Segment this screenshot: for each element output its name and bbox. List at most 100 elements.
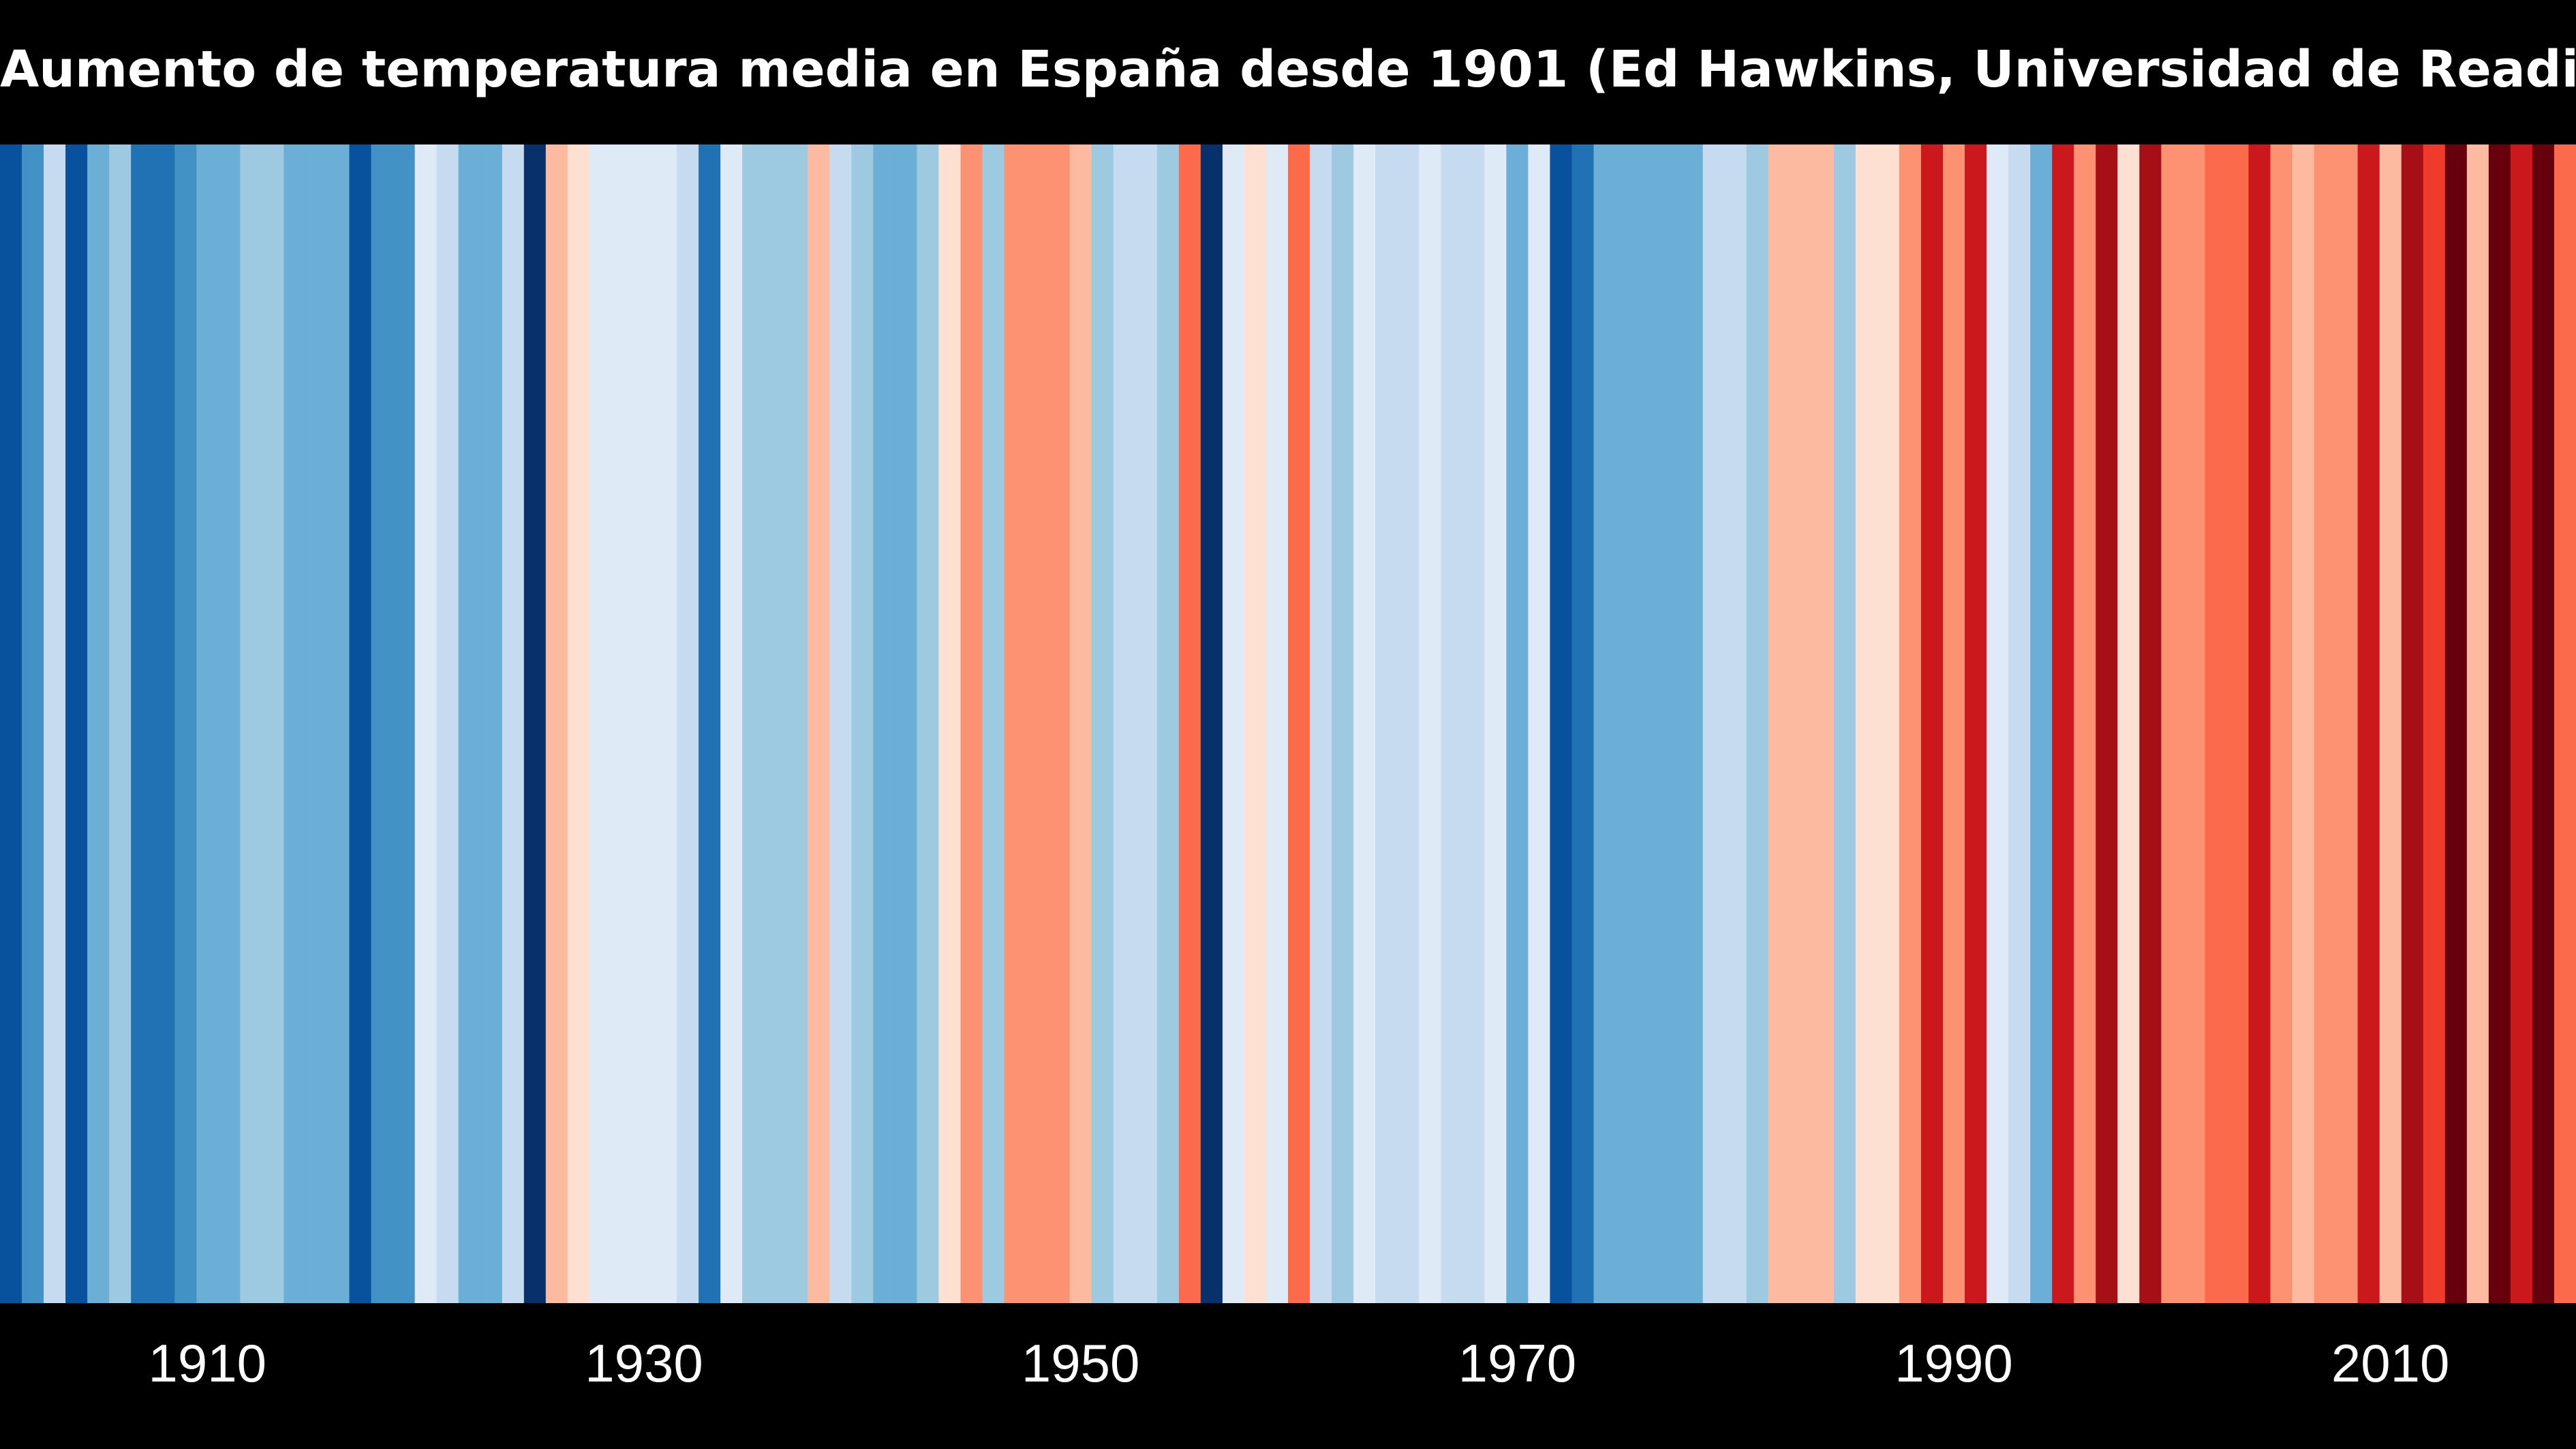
stripe-2006 [2292,144,2315,1303]
stripe-2008 [2335,144,2359,1303]
stripe-1903 [44,144,66,1303]
stripe-1968 [1462,144,1485,1303]
stripe-1941 [873,144,895,1303]
stripe-1993 [2008,144,2031,1303]
stripe-1975 [1615,144,1638,1303]
stripe-1973 [1571,144,1595,1303]
stripe-2009 [2357,144,2380,1303]
stripe-1977 [1659,144,1682,1303]
stripe-1954 [1156,144,1180,1303]
stripe-1907 [131,144,153,1303]
stripe-1920 [414,144,438,1303]
x-tick-label-1990: 1990 [1895,1333,2013,1393]
stripe-1972 [1550,144,1573,1303]
stripe-2013 [2444,144,2468,1303]
stripe-1996 [2074,144,2096,1303]
x-tick-label-1970: 1970 [1458,1333,1577,1393]
stripe-1931 [655,144,677,1303]
stripe-1944 [938,144,962,1303]
stripe-1981 [1746,144,1769,1303]
stripe-1937 [786,144,808,1303]
stripe-1947 [1004,144,1027,1303]
stripe-1991 [1965,144,1987,1303]
stripe-1974 [1593,144,1616,1303]
stripe-1990 [1943,144,1965,1303]
stripe-1992 [1987,144,2009,1303]
chart-title: Aumento de temperatura media en España d… [0,40,2576,99]
stripe-2007 [2314,144,2337,1303]
stripe-1966 [1419,144,1441,1303]
stripe-1971 [1528,144,1551,1303]
stripe-1988 [1899,144,1922,1303]
stripe-1948 [1026,144,1049,1303]
stripe-1955 [1178,144,1201,1303]
stripe-1933 [699,144,721,1303]
stripe-1915 [305,144,328,1303]
stripe-2018 [2554,144,2576,1303]
stripe-1916 [327,144,350,1303]
stripe-1950 [1069,144,1092,1303]
stripe-1913 [262,144,285,1303]
stripe-2016 [2510,144,2533,1303]
stripe-1945 [960,144,983,1303]
stripe-2000 [2161,144,2183,1303]
stripe-1908 [153,144,175,1303]
stripe-1912 [240,144,263,1303]
stripe-2014 [2466,144,2489,1303]
stripe-1914 [283,144,307,1303]
stripe-1956 [1200,144,1223,1303]
stripe-1940 [851,144,874,1303]
stripe-1934 [720,144,743,1303]
stripe-2011 [2401,144,2424,1303]
stripe-2004 [2248,144,2271,1303]
stripes-plot-area [0,144,2576,1303]
stripe-1942 [895,144,918,1303]
stripe-1998 [2117,144,2140,1303]
stripe-1951 [1091,144,1114,1303]
stripe-1935 [742,144,765,1303]
stripe-2012 [2423,144,2446,1303]
stripe-1923 [480,144,503,1303]
stripe-1946 [982,144,1005,1303]
stripe-1927 [567,144,590,1303]
stripe-2002 [2205,144,2228,1303]
stripe-1926 [545,144,568,1303]
x-tick-label-1930: 1930 [585,1333,703,1393]
stripe-1929 [611,144,634,1303]
stripe-1953 [1135,144,1158,1303]
stripe-1930 [632,144,656,1303]
stripe-2005 [2270,144,2293,1303]
stripe-1963 [1353,144,1376,1303]
stripe-1965 [1397,144,1420,1303]
stripe-1952 [1113,144,1136,1303]
stripe-1905 [87,144,110,1303]
stripe-1961 [1310,144,1332,1303]
stripe-1967 [1441,144,1463,1303]
stripe-1917 [349,144,372,1303]
stripe-1939 [829,144,852,1303]
stripe-1910 [196,144,219,1303]
stripe-1980 [1724,144,1747,1303]
stripe-1957 [1222,144,1245,1303]
stripe-2003 [2226,144,2250,1303]
stripe-1958 [1244,144,1267,1303]
stripe-2015 [2488,144,2511,1303]
stripe-1979 [1702,144,1726,1303]
stripe-1936 [764,144,786,1303]
stripe-1989 [1920,144,1944,1303]
stripe-1949 [1047,144,1071,1303]
stripe-1918 [371,144,394,1303]
stripe-1919 [393,144,416,1303]
stripe-1987 [1877,144,1900,1303]
stripe-1982 [1768,144,1791,1303]
stripe-1928 [589,144,612,1303]
stripe-1970 [1506,144,1529,1303]
stripe-1909 [174,144,197,1303]
stripe-2010 [2379,144,2402,1303]
stripe-1997 [2096,144,2118,1303]
stripe-1984 [1811,144,1835,1303]
stripe-1994 [2030,144,2053,1303]
stripe-2001 [2183,144,2206,1303]
stripe-1978 [1681,144,1704,1303]
